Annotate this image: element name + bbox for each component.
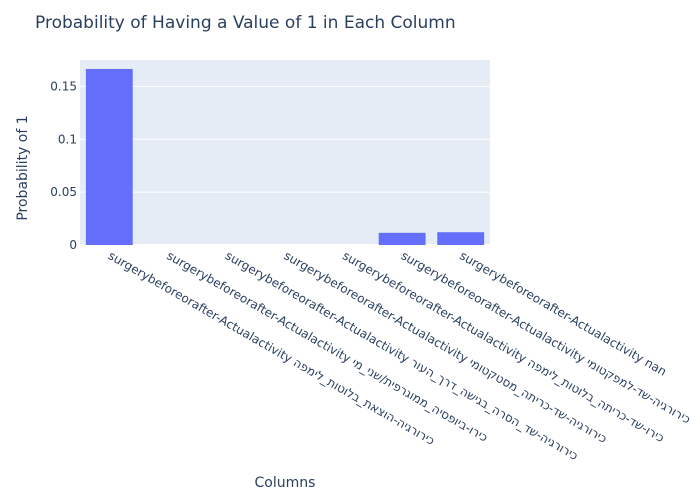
x-axis-ticks: surgerybeforeorafter-Actualactivity כירו… (106, 248, 693, 463)
bar[interactable] (437, 232, 485, 245)
x-tick-label: surgerybeforeorafter-Actualactivity nan (457, 248, 669, 378)
plot-area (80, 60, 490, 245)
y-axis-title: Probability of 1 (15, 115, 31, 220)
y-tick-label: 0.05 (50, 185, 77, 199)
y-axis-ticks: 0 0.05 0.1 0.15 (50, 79, 77, 252)
bar[interactable] (378, 232, 426, 245)
y-tick-label: 0.15 (50, 79, 77, 93)
y-tick-label: 0.1 (58, 132, 77, 146)
x-axis-title: Columns (255, 475, 316, 491)
bar[interactable] (85, 68, 133, 245)
chart-title: Probability of Having a Value of 1 in Ea… (35, 13, 456, 33)
bars (85, 68, 485, 245)
y-tick-label: 0 (69, 238, 77, 252)
